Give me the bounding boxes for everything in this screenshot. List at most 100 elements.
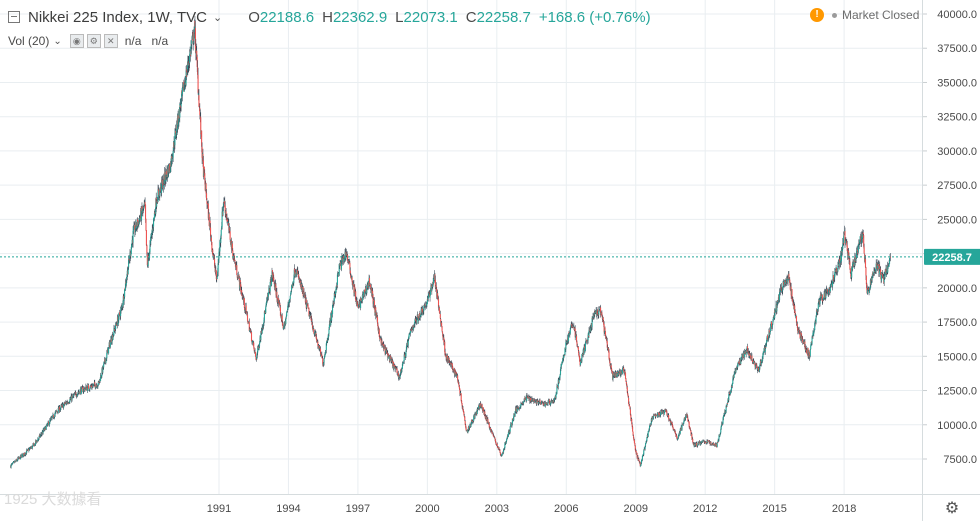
candle-body	[97, 385, 99, 387]
candle-body	[267, 292, 269, 297]
candle-body	[488, 423, 490, 428]
candle-body	[770, 321, 773, 329]
candle-body	[628, 403, 630, 407]
candle-body	[295, 271, 297, 273]
low-value: 22073.1	[403, 8, 458, 26]
candle-body	[193, 22, 196, 33]
candle-body	[38, 436, 40, 439]
candle-body	[628, 397, 630, 404]
candle-body	[507, 432, 509, 437]
candle-body	[401, 363, 403, 369]
time-tick-label: 1991	[207, 503, 231, 515]
candle-body	[806, 349, 808, 354]
candle-body	[877, 265, 879, 267]
candle-body	[565, 342, 567, 350]
candle-body	[563, 354, 565, 358]
candle-body	[443, 337, 445, 343]
candle-body	[818, 300, 820, 303]
candle-body	[719, 432, 721, 435]
candle-body	[661, 410, 663, 414]
candle-body	[458, 386, 460, 389]
candle-body	[246, 311, 248, 314]
candle-body	[26, 450, 28, 452]
candle-body	[553, 400, 555, 402]
price-axis[interactable]: 7500.0 10000.0 12500.0 15000.0 17500.0 20000.…	[922, 0, 980, 494]
candle-body	[771, 327, 773, 328]
time-axis[interactable]: 1991 1994 1997 2000 2003 2006 2009 2012 2015 2018	[0, 494, 922, 521]
candle-body	[237, 276, 239, 279]
candle-body	[37, 439, 39, 442]
candle-body	[128, 258, 130, 260]
candle-body	[273, 277, 275, 282]
candle-body	[285, 318, 287, 325]
alert-icon[interactable]: !	[810, 8, 824, 22]
close-icon[interactable]: ✕	[103, 34, 118, 48]
candle-body	[728, 394, 730, 401]
symbol-title[interactable]: Nikkei 225 Index, 1W, TVC	[28, 8, 207, 26]
candle-body	[805, 349, 807, 351]
candle-body	[401, 369, 403, 371]
candle-body	[242, 295, 244, 298]
candle-body	[570, 325, 572, 328]
candle-body	[92, 385, 94, 387]
candle-body	[813, 330, 815, 332]
candle-body	[315, 333, 317, 338]
candle-body	[557, 386, 559, 388]
volume-label[interactable]: Vol (20)	[8, 34, 50, 48]
candle-body	[350, 275, 352, 278]
candle-body	[153, 212, 155, 219]
candle-body	[94, 384, 96, 388]
candle-body	[104, 358, 106, 362]
visibility-icon[interactable]: ◉	[69, 34, 84, 48]
candle-body	[634, 445, 636, 451]
candle-body	[751, 360, 753, 362]
candle-body	[413, 327, 415, 330]
candle-body	[754, 364, 757, 367]
chart-settings-button[interactable]: ⚙	[922, 494, 980, 521]
candle-body	[437, 293, 439, 298]
price-tick-label: 12500.0	[937, 386, 977, 398]
price-pane[interactable]	[0, 0, 922, 494]
candle-body	[51, 415, 54, 418]
candle-body	[268, 287, 270, 292]
candle-body	[265, 306, 267, 314]
volume-value: n/a	[124, 34, 142, 48]
candle-body	[737, 362, 739, 364]
candle-body	[455, 372, 457, 376]
candle-body	[381, 344, 383, 346]
candle-body	[677, 437, 679, 440]
candle-body	[849, 268, 851, 274]
candle-body	[47, 422, 49, 424]
candle-body	[797, 330, 799, 333]
candle-body	[716, 446, 718, 448]
candle-body	[682, 424, 684, 426]
settings-icon[interactable]: ⚙	[86, 34, 101, 48]
candle-body	[69, 399, 71, 403]
candle-body	[106, 351, 108, 353]
candle-body	[600, 307, 602, 315]
chevron-down-icon[interactable]: ⌄	[53, 35, 62, 47]
chevron-down-icon[interactable]: ⌄	[212, 11, 223, 24]
candle-body	[856, 250, 858, 258]
candle-body	[828, 288, 830, 292]
candle-body	[645, 442, 647, 444]
candle-body	[153, 218, 155, 227]
candle-body	[472, 421, 474, 423]
candle-body	[222, 202, 225, 207]
candle-body	[354, 286, 356, 295]
candle-body	[578, 354, 580, 358]
candle-body	[606, 341, 608, 348]
candle-body	[858, 242, 860, 245]
candle-body	[776, 300, 778, 306]
candle-body	[310, 315, 312, 321]
collapse-icon[interactable]	[8, 11, 20, 23]
candle-body	[122, 296, 124, 305]
candle-body	[195, 46, 197, 54]
candle-body	[448, 357, 450, 359]
candle-body	[92, 384, 94, 386]
candle-body	[328, 324, 330, 329]
candle-body	[247, 322, 249, 324]
candle-body	[671, 422, 673, 424]
candle-body	[663, 412, 665, 415]
candle-body	[408, 334, 410, 338]
